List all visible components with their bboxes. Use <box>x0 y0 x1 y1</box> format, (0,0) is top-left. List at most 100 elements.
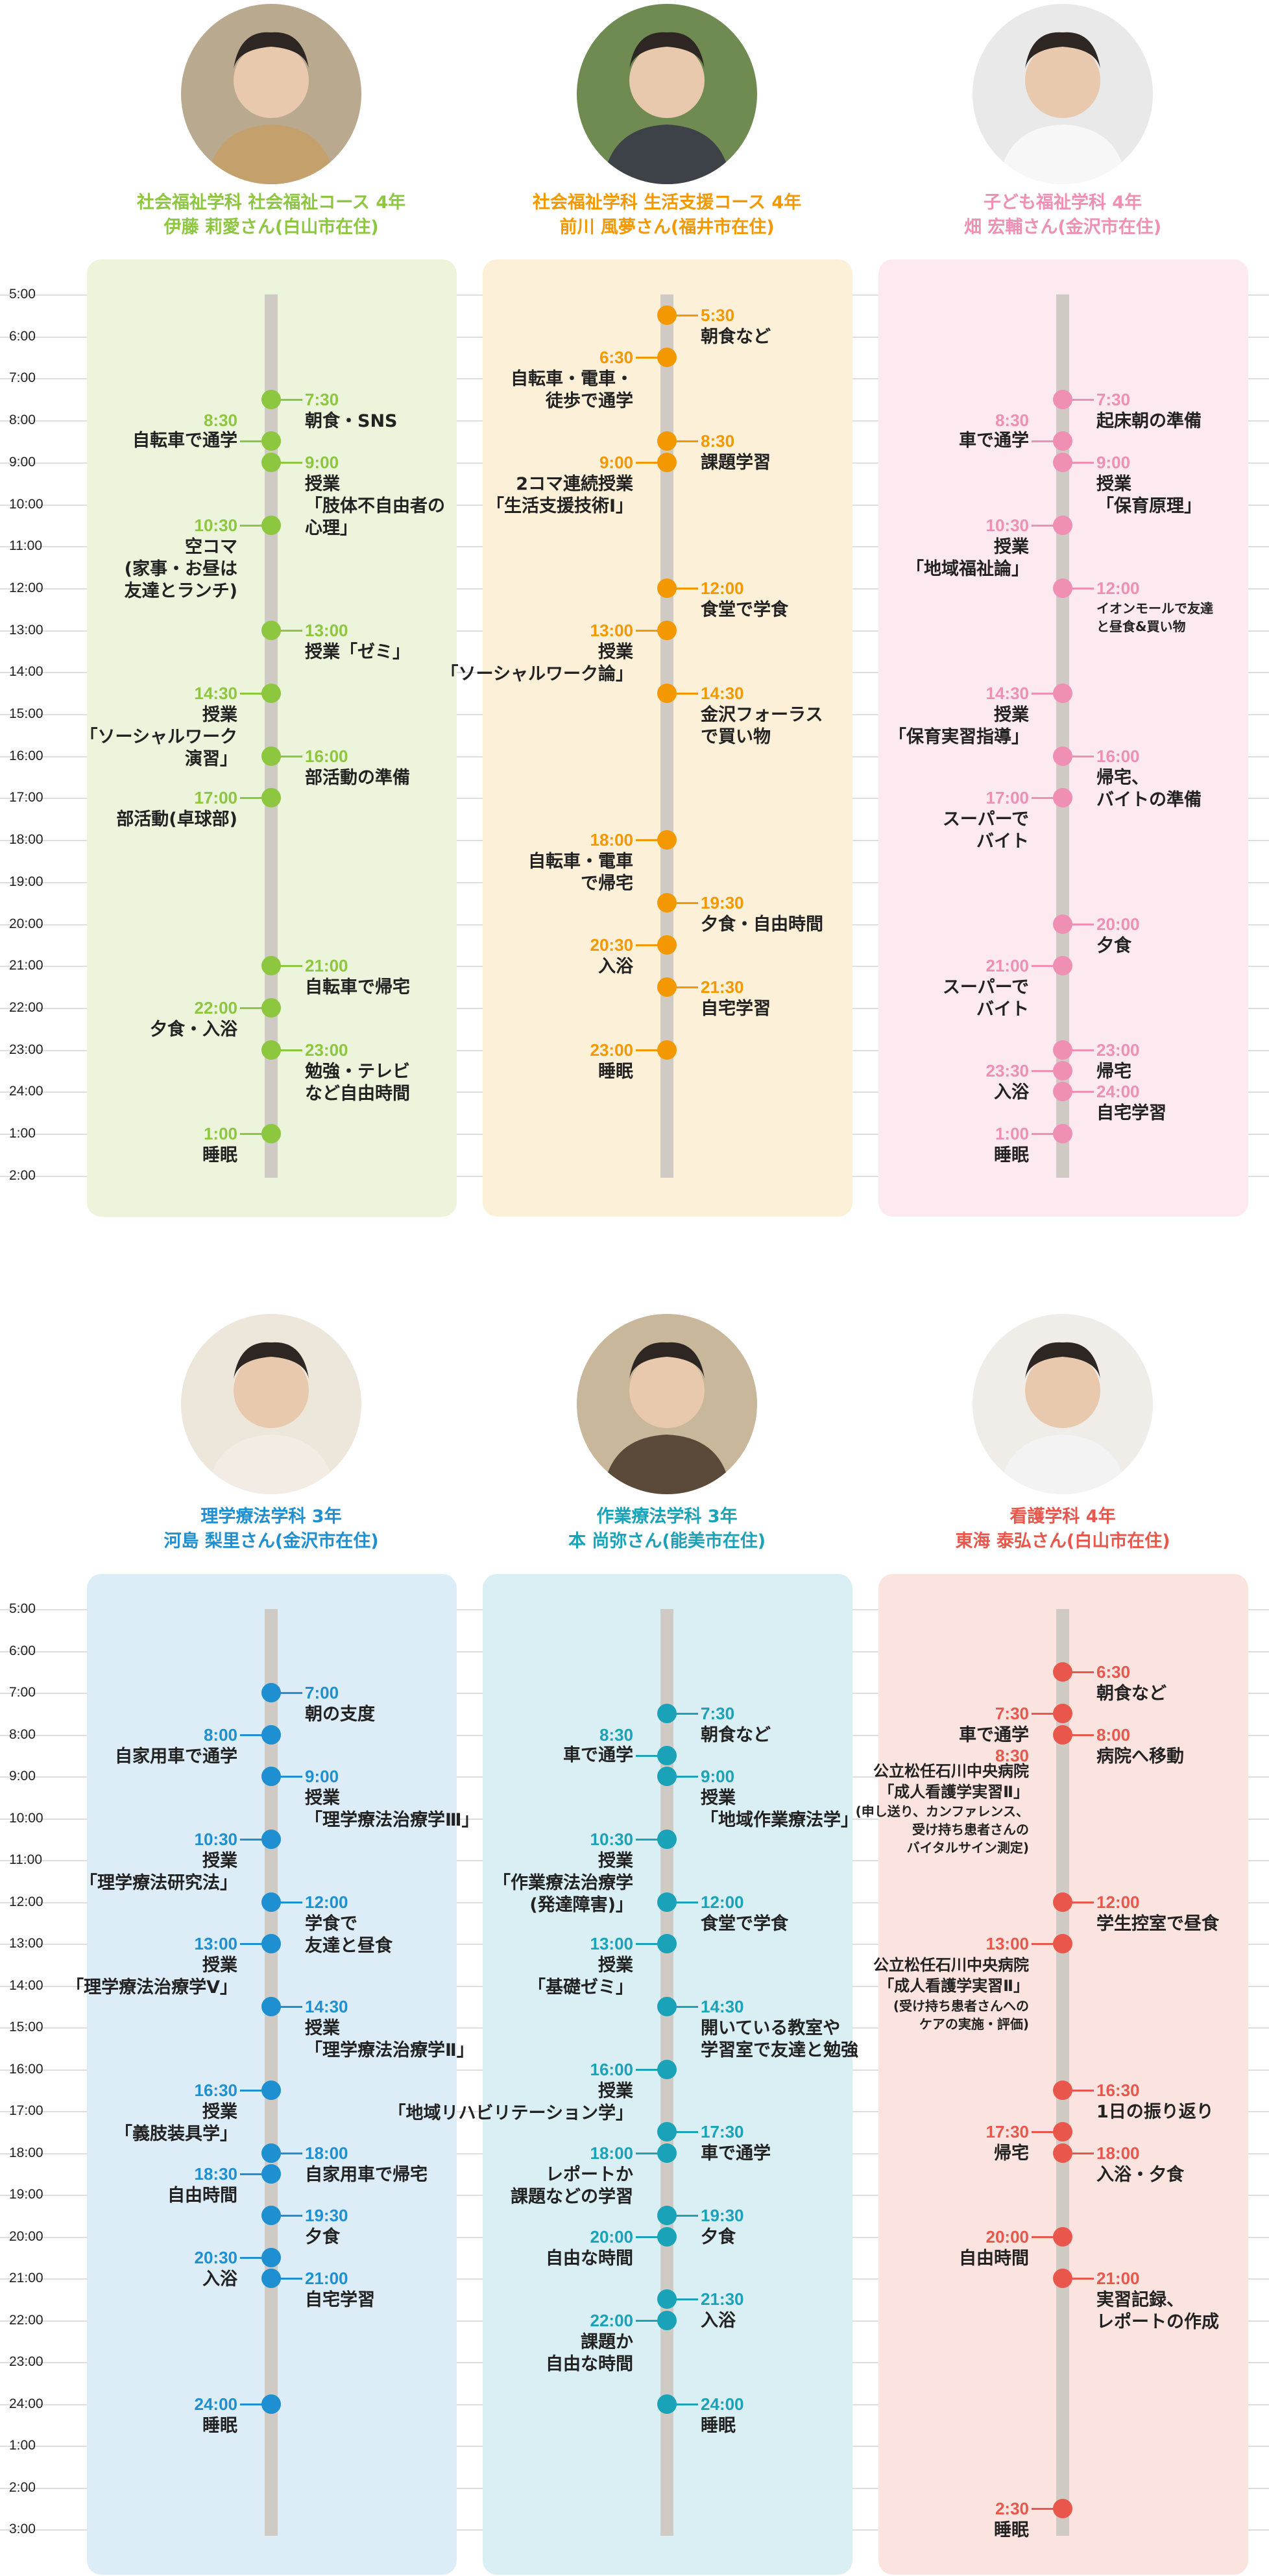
event-connector <box>1063 1901 1094 1903</box>
event-time: 19:30 <box>701 2206 744 2226</box>
event-time: 21:00 <box>305 2269 348 2288</box>
event-time: 6:30 <box>599 348 633 368</box>
event-dot <box>657 2310 677 2330</box>
event-time: 22:00 <box>194 997 238 1018</box>
timeline-spine <box>660 294 673 1178</box>
event-dot <box>1053 1724 1072 1745</box>
student-department: 理学療法学科 3年 <box>200 1507 342 1527</box>
event-activity: 車で通学 <box>701 2143 771 2164</box>
hour-label: 18:00 <box>9 832 43 848</box>
event-time: 13:00 <box>590 1934 634 1953</box>
event-time: 20:00 <box>1096 914 1140 934</box>
event-connector <box>1063 2152 1094 2154</box>
event-time: 8:00 <box>203 1724 237 1745</box>
event-connector <box>271 1776 302 1778</box>
event-connector <box>636 1754 667 1757</box>
event-dot <box>1053 788 1072 808</box>
event-dot <box>657 305 677 326</box>
event-dot <box>657 683 677 703</box>
event-connector <box>636 2319 667 2322</box>
event-dot <box>1053 2080 1072 2100</box>
hour-label: 7:00 <box>9 1685 36 1700</box>
event-dot <box>657 1767 677 1786</box>
event-dot <box>261 997 281 1018</box>
hour-label: 20:00 <box>9 2228 43 2244</box>
hour-label: 15:00 <box>9 706 43 721</box>
event-dot <box>657 1996 677 2016</box>
event-time: 23:00 <box>590 1040 634 1060</box>
event-connector <box>271 1049 302 1051</box>
event-connector <box>667 1713 698 1715</box>
hour-label: 8:00 <box>9 1726 36 1742</box>
event-connector <box>1032 2131 1063 2134</box>
event-activity: 自転車・電車・ 徒歩で通学 <box>511 369 633 412</box>
event-dot <box>1053 1040 1072 1060</box>
hour-label: 11:00 <box>9 538 42 554</box>
event-time: 14:30 <box>305 1996 348 2016</box>
event-activity: 朝食など <box>701 1725 771 1746</box>
event-activity: 睡眠 <box>994 1145 1029 1165</box>
hour-label: 16:00 <box>9 2061 43 2077</box>
student-name: 伊藤 莉愛さん(白山市在住) <box>163 217 379 237</box>
hour-label: 16:00 <box>9 748 43 763</box>
event-dot <box>1053 746 1072 766</box>
event-time: 9:00 <box>701 1767 735 1786</box>
event-connector <box>1063 1091 1094 1093</box>
event-connector <box>1032 440 1063 443</box>
event-time: 20:30 <box>590 935 634 955</box>
event-time: 10:30 <box>590 1829 634 1849</box>
student-department: 社会福祉学科 生活支援コース 4年 <box>532 193 802 213</box>
event-activity: 1日の振り返り <box>1096 2101 1214 2122</box>
event-dot <box>1053 1892 1072 1912</box>
event-activity: 開いている教室や 学習室で友達と勉強 <box>701 2018 858 2060</box>
event-activity: イオンモールで友達 と昼食&買い物 <box>1096 600 1213 634</box>
event-time: 24:00 <box>194 2394 238 2414</box>
student-name: 畑 宏輔さん(金沢市在住) <box>963 217 1162 237</box>
event-activity: 食堂で学食 <box>701 599 788 620</box>
event-activity: 帰宅、 バイトの準備 <box>1096 767 1202 810</box>
hour-label: 22:00 <box>9 999 43 1015</box>
student-name: 河島 梨里さん(金沢市在住) <box>163 1531 379 1551</box>
event-activity: 授業 「ソーシャルワーク 演習」 <box>80 704 237 769</box>
event-dot <box>261 788 281 808</box>
event-activity: 授業 「保育実習指導」 <box>889 704 1029 747</box>
event-activity: 朝食など <box>701 327 771 348</box>
event-dot <box>657 452 677 472</box>
event-time: 17:30 <box>701 2122 744 2142</box>
event-time: 13:00 <box>590 620 634 640</box>
event-connector <box>1032 1069 1063 1072</box>
event-dot <box>657 893 677 913</box>
event-connector <box>1032 2507 1063 2510</box>
event-dot <box>261 1724 281 1745</box>
event-connector <box>1063 2089 1094 2092</box>
event-time: 13:00 <box>985 1934 1030 1953</box>
event-connector <box>1063 923 1094 925</box>
event-time: 10:30 <box>194 1829 238 1849</box>
student-photo <box>181 4 361 184</box>
hour-label: 17:00 <box>9 790 43 805</box>
event-time: 22:00 <box>590 2310 634 2330</box>
event-connector <box>1063 398 1094 401</box>
hour-label: 5:00 <box>9 287 36 302</box>
event-dot <box>261 2164 281 2184</box>
hour-label: 13:00 <box>9 1936 43 1951</box>
event-activity: 自家用車で通学 <box>115 1746 237 1767</box>
event-activity: 授業「ゼミ」 <box>305 641 410 662</box>
event-dot <box>261 1124 281 1143</box>
hour-label: 11:00 <box>9 1852 42 1867</box>
student-photo <box>973 4 1153 184</box>
event-activity: 授業 「地域作業療法学」 <box>701 1788 858 1830</box>
event-time: 16:30 <box>194 2080 238 2100</box>
event-time: 8:30 <box>995 1745 1029 1765</box>
event-activity: 授業 「理学療法治療学Ⅴ」 <box>66 1955 237 1998</box>
event-time: 7:30 <box>1096 389 1131 409</box>
event-time: 18:00 <box>590 830 634 850</box>
event-dot <box>1053 515 1072 535</box>
event-connector <box>1063 2278 1094 2280</box>
hour-label: 7:00 <box>9 370 36 386</box>
event-dot <box>1053 389 1072 409</box>
event-connector <box>636 2236 667 2238</box>
student-department: 社会福祉学科 社会福祉コース 4年 <box>136 193 406 213</box>
event-connector <box>271 2278 302 2280</box>
event-time: 21:00 <box>985 956 1030 976</box>
